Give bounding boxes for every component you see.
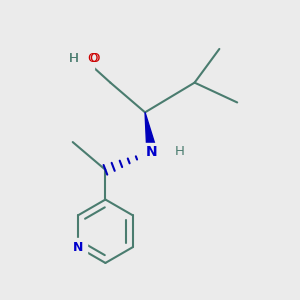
Text: H: H: [69, 52, 79, 65]
Text: N: N: [73, 241, 83, 254]
Text: O: O: [90, 52, 100, 65]
Bar: [69, 238, 87, 256]
Text: N: N: [146, 145, 158, 159]
Polygon shape: [145, 112, 157, 153]
Bar: [143, 143, 161, 161]
Text: H: H: [69, 52, 79, 65]
Bar: [64, 49, 94, 69]
Text: O: O: [88, 52, 98, 65]
Text: H: H: [175, 146, 185, 158]
